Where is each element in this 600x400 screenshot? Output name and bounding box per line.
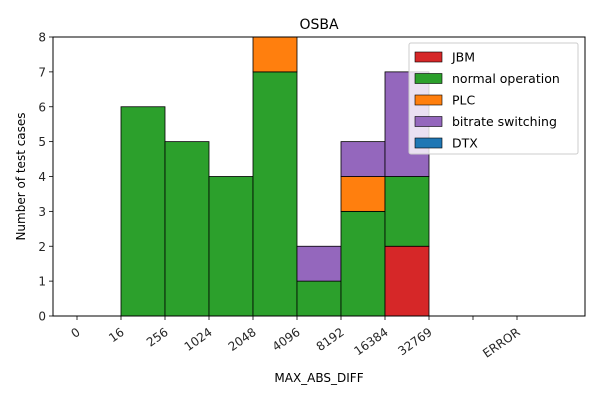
legend-swatch <box>414 51 443 63</box>
legend-label: DTX <box>452 136 478 151</box>
x-tick-label: ERROR <box>480 325 522 361</box>
bar-normal-operation-3 <box>208 176 254 317</box>
x-axis-label: MAX_ABS_DIFF <box>274 371 363 385</box>
legend-box <box>408 42 579 155</box>
bar-normal-operation-7 <box>384 176 430 247</box>
bar-plc-4 <box>252 36 298 73</box>
bar-normal-operation-1 <box>120 106 166 317</box>
legend-swatch <box>414 73 443 84</box>
legend-swatch <box>414 116 443 127</box>
x-axis: 0 16 256 1024 2048 4096 8192 16384 32769 ERROR <box>68 316 523 361</box>
x-tick-label: 0 <box>68 325 82 341</box>
bar-normal-operation-6 <box>340 210 386 317</box>
bars-group <box>120 36 430 317</box>
y-tick-label: 6 <box>38 100 46 114</box>
x-tick-label: 16 <box>106 325 127 345</box>
y-tick-label: 0 <box>38 310 46 324</box>
legend-swatch <box>414 94 443 106</box>
x-tick-label: 16384 <box>351 325 390 358</box>
x-tick-label: 32769 <box>395 325 434 358</box>
bar-normal-operation-2 <box>164 141 210 317</box>
y-tick-label: 7 <box>38 65 46 79</box>
y-axis: 0 1 2 3 4 5 6 7 8 <box>38 31 53 324</box>
y-axis-label: Number of test cases <box>14 112 28 240</box>
bar-normal-operation-4 <box>252 71 298 317</box>
legend-label: bitrate switching <box>452 114 557 129</box>
legend-swatch <box>414 137 443 149</box>
legend-label: normal operation <box>452 71 560 86</box>
y-tick-label: 5 <box>38 135 46 149</box>
y-tick-label: 2 <box>38 240 46 254</box>
x-tick-label: 4096 <box>270 325 303 354</box>
x-tick-label: 8192 <box>314 325 347 354</box>
legend: JBM normal operation PLC bitrate switching D… <box>408 42 579 155</box>
bar-plc-6 <box>340 176 386 212</box>
legend-label: JBM <box>451 50 475 65</box>
y-tick-label: 8 <box>38 31 46 45</box>
bar-normal-operation-5 <box>296 280 342 317</box>
x-tick-label: 256 <box>144 325 171 350</box>
legend-label: PLC <box>452 93 476 108</box>
bar-jbm-7 <box>384 245 430 317</box>
x-tick-label: 2048 <box>226 325 259 354</box>
x-tick-label: 1024 <box>182 325 215 354</box>
y-tick-label: 1 <box>38 275 46 289</box>
y-tick-label: 4 <box>38 170 46 184</box>
bar-bitrate-switching-5 <box>296 245 342 282</box>
bar-bitrate-switching-6 <box>340 141 386 177</box>
chart-title: OSBA <box>299 17 339 33</box>
y-tick-label: 3 <box>38 205 46 219</box>
